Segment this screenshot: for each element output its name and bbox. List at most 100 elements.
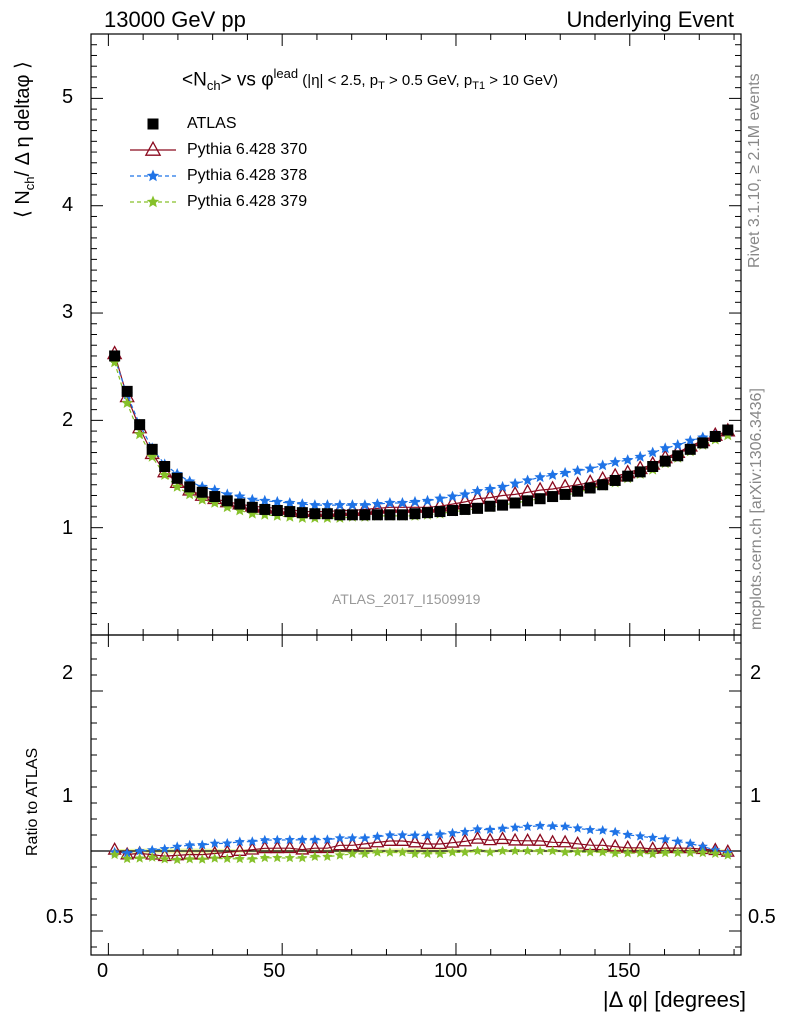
ratio-point-pythia-6-428-378 [484, 824, 496, 834]
analysis-reference: ATLAS_2017_I1509919 [332, 591, 481, 607]
ratio-point-pythia-6-428-378 [259, 834, 270, 845]
point-pythia-6-428-379 [234, 504, 246, 516]
point-atlas [221, 495, 233, 507]
point-pythia-6-428-378 [309, 499, 321, 510]
mcplots-label: mcplots.cern.ch [arXiv:1306.3436] [748, 388, 765, 630]
point-pythia-6-428-378 [334, 499, 346, 510]
ratio-point-pythia-6-428-370 [420, 836, 435, 849]
ratio-point-pythia-6-428-370 [282, 840, 297, 854]
ratio-frame [90, 634, 742, 956]
ratio-point-pythia-6-428-378 [384, 829, 396, 840]
ratio-point-pythia-6-428-378 [472, 823, 483, 834]
ratio-point-pythia-6-428-370 [445, 834, 460, 848]
ratio-point-pythia-6-428-379 [635, 847, 646, 858]
analysis-label: Underlying Event [566, 7, 734, 32]
ratio-point-pythia-6-428-379 [622, 847, 633, 858]
point-pythia-6-428-379 [246, 507, 258, 519]
ratio-point-pythia-6-428-379 [272, 852, 283, 863]
ratio-point-pythia-6-428-378 [359, 832, 370, 843]
ratio-point-pythia-6-428-379 [334, 849, 345, 860]
point-atlas [534, 493, 546, 505]
ratio-point-pythia-6-428-378 [334, 832, 345, 843]
title-sub: ch [206, 78, 221, 94]
point-atlas [634, 466, 646, 478]
ratio-point-pythia-6-428-379 [234, 853, 245, 864]
point-pythia-6-428-378 [571, 464, 584, 476]
ratio-point-pythia-6-428-378 [434, 828, 446, 839]
main-y-tick-5: 5 [62, 86, 74, 108]
ratio-point-pythia-6-428-379 [459, 847, 471, 857]
point-pythia-6-428-378 [684, 434, 696, 446]
point-pythia-6-428-378 [346, 499, 359, 510]
legend-label-pythia-379: Pythia 6.428 379 [187, 193, 308, 210]
ratio-point-pythia-6-428-379 [284, 852, 295, 863]
ratio-point-pythia-6-428-379 [422, 848, 433, 859]
ratio-point-pythia-6-428-370 [570, 836, 585, 849]
point-pythia-6-428-378 [259, 494, 271, 506]
ratio-point-pythia-6-428-379 [697, 847, 708, 858]
ratio-point-pythia-6-428-378 [660, 833, 671, 844]
point-atlas [609, 474, 621, 486]
point-atlas [409, 508, 421, 520]
energy-label: 13000 GeV pp [104, 7, 246, 32]
ratio-point-pythia-6-428-378 [234, 836, 245, 847]
point-pythia-6-428-378 [471, 485, 484, 496]
point-pythia-6-428-378 [446, 490, 459, 502]
y-axis-label-b: / Δ η deltaφ ⟩ [12, 61, 34, 177]
point-pythia-6-428-378 [459, 488, 471, 500]
ratio-point-pythia-6-428-370 [432, 836, 448, 850]
ratio-point-pythia-6-428-378 [547, 820, 558, 831]
ratio-point-pythia-6-428-379 [722, 849, 733, 860]
ratio-point-pythia-6-428-378 [672, 836, 683, 846]
chart-title: <Nch> vs φlead (|η| < 2.5, pT > 0.5 GeV,… [182, 66, 558, 93]
ratio-point-pythia-6-428-379 [159, 853, 170, 864]
point-pythia-6-428-378 [584, 462, 596, 474]
point-atlas [572, 485, 584, 497]
ratio-point-pythia-6-428-379 [209, 853, 220, 863]
x-tick-100: 100 [434, 960, 468, 982]
ratio-point-pythia-6-428-379 [184, 853, 195, 864]
ratio-point-pythia-6-428-378 [322, 834, 333, 844]
title-cut-sub2: T1 [472, 80, 486, 93]
main-y-tick-4: 4 [62, 194, 74, 216]
rivet-label: Rivet 3.1.10, ≥ 2.1M events [746, 73, 763, 268]
point-pythia-6-428-378 [359, 499, 371, 510]
x-tick-50: 50 [263, 960, 286, 982]
ratio-point-pythia-6-428-378 [597, 825, 608, 835]
point-atlas [559, 488, 571, 500]
title-cut3: > 10 GeV) [485, 72, 559, 90]
point-atlas [597, 479, 609, 491]
ratio-point-pythia-6-428-378 [647, 832, 658, 843]
ratio-point-pythia-6-428-378 [635, 830, 646, 841]
point-pythia-6-428-379 [209, 497, 221, 508]
ratio-point-pythia-6-428-379 [409, 848, 421, 859]
ratio-point-pythia-6-428-379 [672, 847, 683, 858]
title-cut-sub1: T [378, 80, 385, 93]
ratio-point-pythia-6-428-370 [508, 832, 523, 846]
main-y-tick-3: 3 [62, 301, 74, 323]
ratio-point-pythia-6-428-379 [547, 845, 558, 856]
point-atlas [259, 503, 271, 515]
ratio-point-pythia-6-428-378 [560, 821, 571, 831]
point-atlas [622, 470, 634, 482]
point-pythia-6-428-378 [672, 439, 684, 450]
ratio-point-pythia-6-428-379 [222, 853, 233, 863]
point-atlas [359, 509, 371, 521]
ratio-y-tick-2-left: 2 [62, 662, 74, 684]
ratio-point-pythia-6-428-379 [472, 845, 483, 856]
point-atlas [284, 506, 296, 518]
point-pythia-6-428-378 [321, 499, 334, 510]
point-pythia-6-428-378 [546, 469, 559, 480]
ratio-y-tick-05-right: 0.5 [748, 906, 776, 928]
point-atlas [547, 491, 559, 503]
ratio-point-pythia-6-428-378 [172, 841, 183, 851]
x-axis-label: |Δ φ| [degrees] [602, 987, 746, 1012]
point-pythia-6-428-379 [121, 397, 133, 408]
point-atlas [434, 506, 446, 518]
point-pythia-6-428-378 [647, 446, 659, 458]
ratio-point-pythia-6-428-370 [495, 831, 510, 845]
ratio-point-pythia-6-428-379 [447, 847, 458, 857]
point-pythia-6-428-379 [196, 493, 208, 505]
ratio-point-pythia-6-428-379 [309, 851, 320, 861]
ratio-point-pythia-6-428-378 [297, 834, 308, 845]
